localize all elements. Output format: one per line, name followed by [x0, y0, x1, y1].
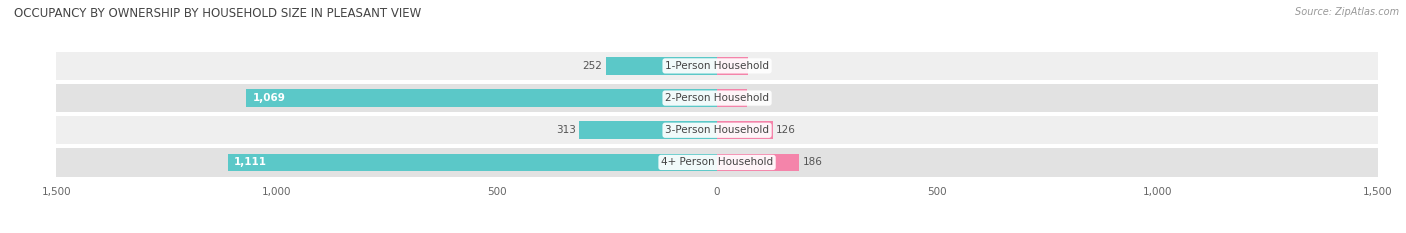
Bar — [56, 84, 1378, 112]
Text: 1,111: 1,111 — [235, 158, 267, 168]
Text: Source: ZipAtlas.com: Source: ZipAtlas.com — [1295, 7, 1399, 17]
Text: 4+ Person Household: 4+ Person Household — [661, 158, 773, 168]
Text: 313: 313 — [555, 125, 575, 135]
Text: 1,069: 1,069 — [253, 93, 285, 103]
Bar — [228, 154, 717, 171]
Text: 252: 252 — [582, 61, 603, 71]
Bar — [246, 89, 717, 107]
Bar — [717, 121, 772, 139]
Text: 3-Person Household: 3-Person Household — [665, 125, 769, 135]
Text: 2-Person Household: 2-Person Household — [665, 93, 769, 103]
Text: 71: 71 — [752, 61, 765, 71]
Bar — [717, 89, 748, 107]
Bar — [579, 121, 717, 139]
Text: 69: 69 — [751, 93, 765, 103]
Bar — [56, 148, 1378, 177]
Bar — [606, 57, 717, 75]
Bar — [717, 57, 748, 75]
Text: 126: 126 — [776, 125, 796, 135]
Bar — [56, 116, 1378, 144]
Text: 1-Person Household: 1-Person Household — [665, 61, 769, 71]
Text: 186: 186 — [803, 158, 823, 168]
Bar — [717, 154, 799, 171]
Text: OCCUPANCY BY OWNERSHIP BY HOUSEHOLD SIZE IN PLEASANT VIEW: OCCUPANCY BY OWNERSHIP BY HOUSEHOLD SIZE… — [14, 7, 422, 20]
Bar — [56, 52, 1378, 80]
